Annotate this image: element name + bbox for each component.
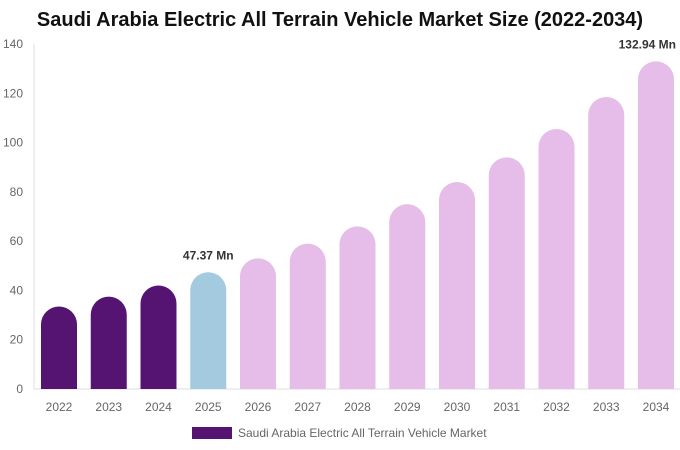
bar-2031 (488, 157, 525, 389)
x-tick-label: 2031 (493, 400, 520, 414)
x-tick-label: 2023 (95, 400, 122, 414)
x-axis-ticks: 2022 2023 2024 2025 2026 2027 2028 2029 2030 2031… (46, 400, 670, 414)
y-tick-label: 0 (16, 382, 23, 396)
y-tick-label: 20 (10, 333, 24, 347)
x-tick-label: 2026 (245, 400, 272, 414)
chart-title: Saudi Arabia Electric All Terrain Vehicl… (36, 9, 644, 31)
x-tick-label: 2030 (444, 400, 471, 414)
legend-swatch (192, 427, 232, 439)
bar-2024 (140, 285, 177, 389)
y-tick-label: 120 (3, 86, 23, 100)
bar-2022 (41, 306, 77, 389)
bars (41, 61, 674, 389)
y-axis-ticks: 0 20 40 60 80 100 120 140 (3, 37, 23, 396)
y-tick-label: 60 (10, 234, 24, 248)
y-tick-label: 140 (3, 37, 23, 51)
y-tick-label: 100 (3, 136, 23, 150)
y-tick-label: 80 (10, 185, 24, 199)
x-tick-label: 2024 (145, 400, 172, 414)
annotations: 47.37 Mn 132.94 Mn (183, 37, 676, 262)
bar-2027 (289, 243, 326, 389)
x-tick-label: 2034 (643, 400, 670, 414)
y-tick-label: 40 (10, 283, 24, 297)
bar-2025 (190, 272, 227, 389)
data-label: 47.37 Mn (183, 248, 234, 262)
bar-2033 (588, 96, 625, 389)
x-tick-label: 2025 (195, 400, 222, 414)
bar-2023 (90, 296, 127, 389)
x-tick-label: 2022 (46, 400, 73, 414)
bar-2028 (339, 226, 376, 389)
x-tick-label: 2029 (394, 400, 421, 414)
legend: Saudi Arabia Electric All Terrain Vehicl… (192, 425, 487, 441)
x-tick-label: 2033 (593, 400, 620, 414)
data-label: 132.94 Mn (619, 37, 676, 51)
x-tick-label: 2028 (344, 400, 371, 414)
x-tick-label: 2027 (294, 400, 321, 414)
legend-label: Saudi Arabia Electric All Terrain Vehicl… (238, 426, 487, 440)
bar-2032 (538, 129, 575, 389)
bar-2026 (240, 258, 276, 389)
x-tick-label: 2032 (543, 400, 570, 414)
bar-2030 (439, 182, 475, 389)
bar-2034 (638, 61, 674, 389)
bar-2029 (389, 204, 426, 389)
